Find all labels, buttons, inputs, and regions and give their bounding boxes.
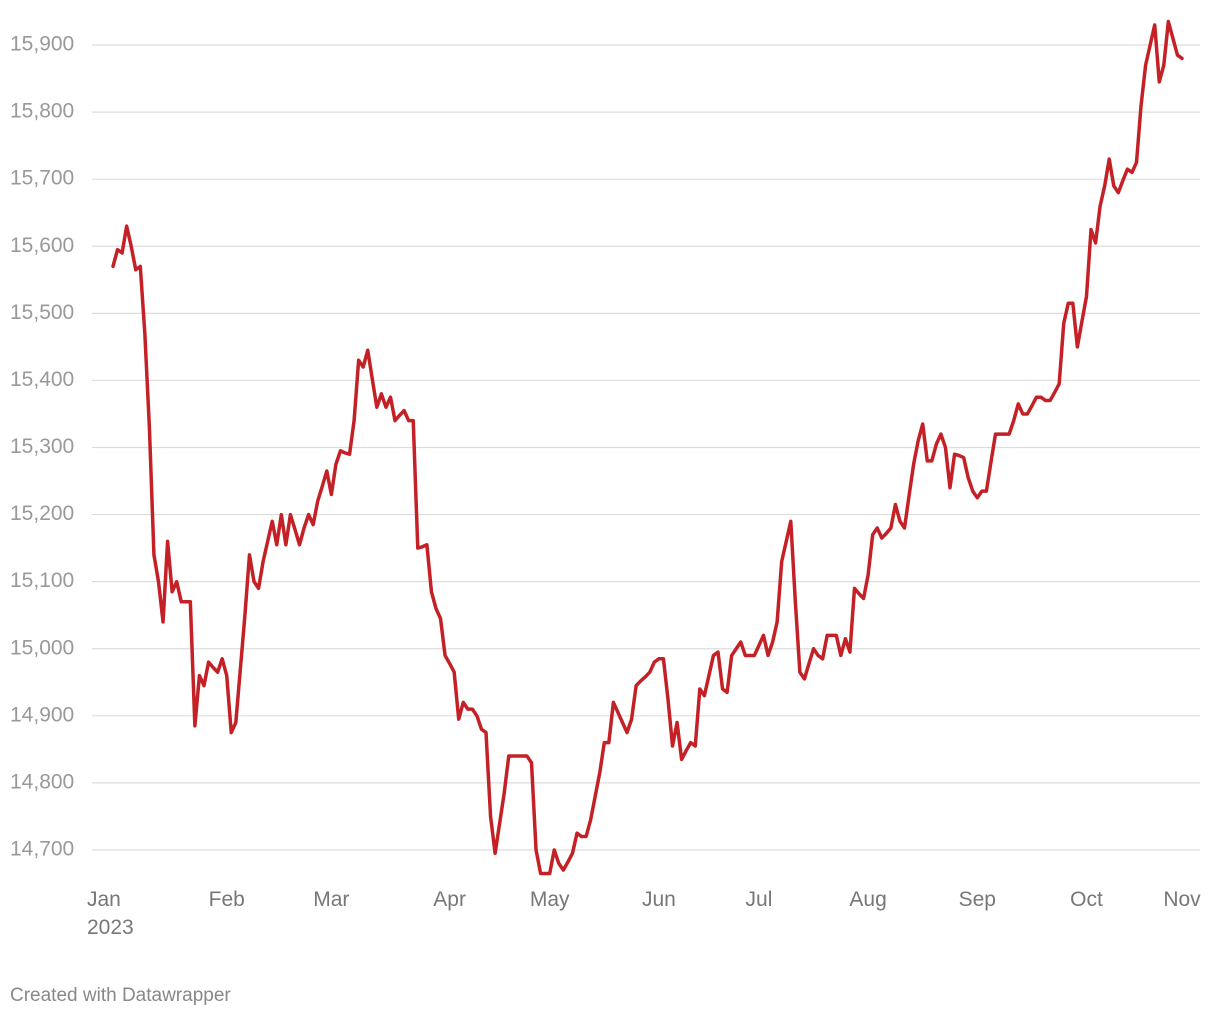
- y-tick-label: 14,900: [10, 703, 74, 726]
- credit: Created with Datawrapper: [10, 985, 231, 1006]
- x-tick-label: Nov: [1163, 888, 1201, 911]
- y-tick-label: 15,400: [10, 368, 74, 391]
- y-tick-label: 14,700: [10, 838, 74, 861]
- x-tick-label: Jan 2023: [87, 888, 134, 939]
- x-tick-label: Aug: [849, 888, 887, 911]
- x-tick-label: May: [529, 888, 570, 911]
- y-tick-label: 15,800: [10, 100, 74, 123]
- y-tick-label: 15,900: [10, 33, 74, 56]
- y-tick-label: 15,700: [10, 167, 74, 190]
- x-tick-label: Mar: [313, 888, 350, 911]
- x-tick-label: Oct: [1070, 888, 1103, 911]
- y-tick-label: 15,200: [10, 502, 74, 525]
- y-tick-label: 15,600: [10, 234, 74, 257]
- y-tick-label: 15,000: [10, 636, 74, 659]
- y-tick-label: 15,500: [10, 301, 74, 324]
- line: [111, 19, 1184, 876]
- y-tick-label: 15,100: [10, 569, 74, 592]
- x-tick-label: Feb: [208, 888, 245, 911]
- y-tick-label: 15,300: [10, 435, 74, 458]
- y-tick-label: 14,800: [10, 770, 74, 793]
- x-tick-label: Jun: [641, 888, 676, 911]
- x-tick-label: Sep: [958, 888, 996, 911]
- x-tick-label: Jul: [745, 888, 773, 911]
- x-tick-label: Apr: [433, 888, 466, 911]
